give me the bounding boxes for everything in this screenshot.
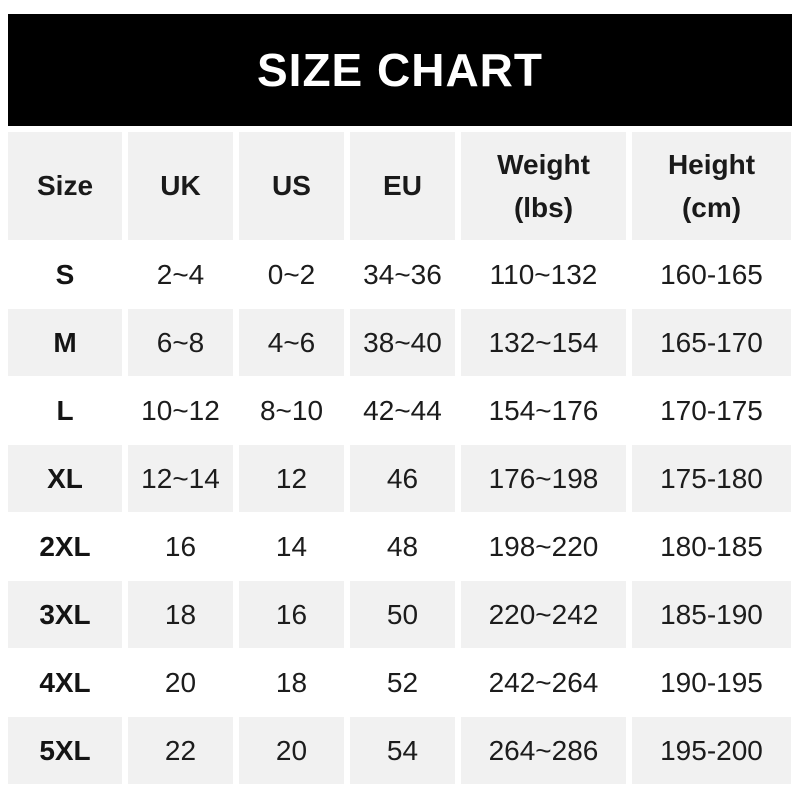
cell-size: 4XL	[8, 649, 122, 716]
table-row-xl: XL 12~14 12 46 176~198 175-180	[8, 445, 792, 512]
cell-size: L	[8, 377, 122, 444]
cell-uk: 12~14	[128, 445, 233, 512]
cell-uk: 20	[128, 649, 233, 716]
cell-height: 185-190	[632, 581, 791, 648]
size-chart-title-bar: SIZE CHART	[8, 14, 792, 126]
cell-weight: 176~198	[461, 445, 626, 512]
table-header-row: Size UK US EU Weight (lbs) Height (cm)	[8, 132, 792, 240]
cell-size: XL	[8, 445, 122, 512]
cell-us: 20	[239, 717, 344, 784]
cell-uk: 2~4	[128, 241, 233, 308]
cell-eu: 34~36	[350, 241, 455, 308]
table-row-2xl: 2XL 16 14 48 198~220 180-185	[8, 513, 792, 580]
table-row-3xl: 3XL 18 16 50 220~242 185-190	[8, 581, 792, 648]
cell-uk: 22	[128, 717, 233, 784]
cell-eu: 48	[350, 513, 455, 580]
cell-us: 0~2	[239, 241, 344, 308]
cell-height: 195-200	[632, 717, 791, 784]
cell-height: 190-195	[632, 649, 791, 716]
cell-weight: 220~242	[461, 581, 626, 648]
table-row-5xl: 5XL 22 20 54 264~286 195-200	[8, 717, 792, 784]
cell-weight: 264~286	[461, 717, 626, 784]
cell-size: 3XL	[8, 581, 122, 648]
cell-us: 4~6	[239, 309, 344, 376]
cell-height: 180-185	[632, 513, 791, 580]
cell-weight: 132~154	[461, 309, 626, 376]
cell-us: 12	[239, 445, 344, 512]
cell-weight: 154~176	[461, 377, 626, 444]
table-row-m: M 6~8 4~6 38~40 132~154 165-170	[8, 309, 792, 376]
cell-eu: 46	[350, 445, 455, 512]
cell-height: 160-165	[632, 241, 791, 308]
cell-eu: 38~40	[350, 309, 455, 376]
cell-us: 14	[239, 513, 344, 580]
cell-uk: 6~8	[128, 309, 233, 376]
cell-uk: 18	[128, 581, 233, 648]
column-header-weight: Weight (lbs)	[461, 132, 626, 240]
cell-size: 2XL	[8, 513, 122, 580]
cell-eu: 42~44	[350, 377, 455, 444]
column-header-size: Size	[8, 132, 122, 240]
cell-eu: 54	[350, 717, 455, 784]
cell-size: S	[8, 241, 122, 308]
cell-height: 175-180	[632, 445, 791, 512]
cell-height: 170-175	[632, 377, 791, 444]
page-title: SIZE CHART	[257, 44, 543, 96]
cell-us: 8~10	[239, 377, 344, 444]
cell-uk: 16	[128, 513, 233, 580]
column-header-us: US	[239, 132, 344, 240]
cell-size: 5XL	[8, 717, 122, 784]
column-header-eu: EU	[350, 132, 455, 240]
column-header-height: Height (cm)	[632, 132, 791, 240]
cell-size: M	[8, 309, 122, 376]
table-row-l: L 10~12 8~10 42~44 154~176 170-175	[8, 377, 792, 444]
cell-weight: 198~220	[461, 513, 626, 580]
cell-us: 16	[239, 581, 344, 648]
cell-eu: 52	[350, 649, 455, 716]
table-row-4xl: 4XL 20 18 52 242~264 190-195	[8, 649, 792, 716]
cell-weight: 242~264	[461, 649, 626, 716]
cell-us: 18	[239, 649, 344, 716]
cell-uk: 10~12	[128, 377, 233, 444]
cell-height: 165-170	[632, 309, 791, 376]
size-chart-table: Size UK US EU Weight (lbs) Height (cm) S…	[8, 132, 792, 784]
cell-weight: 110~132	[461, 241, 626, 308]
table-row-s: S 2~4 0~2 34~36 110~132 160-165	[8, 241, 792, 308]
cell-eu: 50	[350, 581, 455, 648]
column-header-uk: UK	[128, 132, 233, 240]
